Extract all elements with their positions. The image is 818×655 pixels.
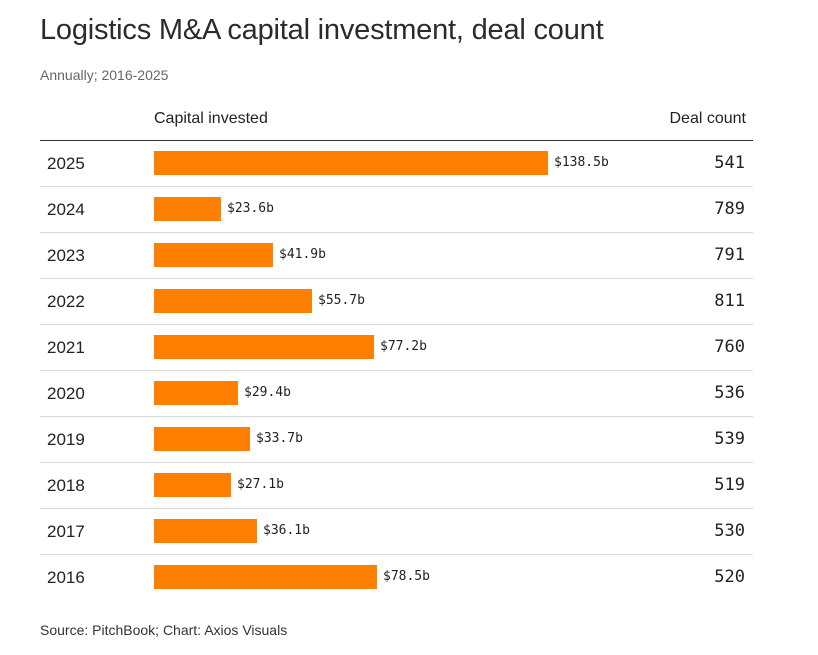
capital-bar xyxy=(154,473,231,497)
table-row: 2016 $78.5b 520 xyxy=(40,555,753,601)
table-row: 2017 $36.1b 530 xyxy=(40,509,753,555)
table-row: 2021 $77.2b 760 xyxy=(40,325,753,371)
column-header-capital: Capital invested xyxy=(154,110,268,127)
table-row: 2024 $23.6b 789 xyxy=(40,187,753,233)
chart-title: Logistics M&A capital investment, deal c… xyxy=(40,14,604,46)
deal-count-value: 791 xyxy=(714,245,745,265)
chart-rows: 2025 $138.5b 541 2024 $23.6b 789 2023 $41.9b 791… xyxy=(40,141,753,601)
deal-count-value: 539 xyxy=(714,429,745,449)
table-row: 2025 $138.5b 541 xyxy=(40,141,753,187)
capital-bar xyxy=(154,197,221,221)
table-row: 2023 $41.9b 791 xyxy=(40,233,753,279)
deal-count-value: 811 xyxy=(714,291,745,311)
capital-bar xyxy=(154,243,273,267)
chart-subtitle: Annually; 2016-2025 xyxy=(40,67,169,83)
year-label: 2018 xyxy=(47,476,85,495)
capital-value-label: $138.5b xyxy=(554,155,609,170)
table-row: 2020 $29.4b 536 xyxy=(40,371,753,417)
capital-value-label: $23.6b xyxy=(227,201,274,216)
capital-bar xyxy=(154,289,312,313)
capital-bar xyxy=(154,519,257,543)
capital-value-label: $55.7b xyxy=(318,293,365,308)
year-label: 2020 xyxy=(47,384,85,403)
header-divider xyxy=(40,140,753,141)
capital-value-label: $36.1b xyxy=(263,523,310,538)
capital-value-label: $41.9b xyxy=(279,247,326,262)
column-header-deal-count: Deal count xyxy=(669,110,747,127)
deal-count-value: 536 xyxy=(714,383,745,403)
capital-bar xyxy=(154,335,374,359)
year-label: 2023 xyxy=(47,246,85,265)
capital-bar xyxy=(154,381,238,405)
capital-bar xyxy=(154,151,548,175)
deal-count-value: 519 xyxy=(714,475,745,495)
year-label: 2021 xyxy=(47,338,85,357)
year-label: 2025 xyxy=(47,154,85,173)
source-note: Source: PitchBook; Chart: Axios Visuals xyxy=(40,622,288,638)
deal-count-value: 530 xyxy=(714,521,745,541)
table-row: 2022 $55.7b 811 xyxy=(40,279,753,325)
capital-bar xyxy=(154,565,377,589)
capital-value-label: $78.5b xyxy=(383,569,430,584)
year-label: 2019 xyxy=(47,430,85,449)
capital-bar xyxy=(154,427,250,451)
deal-count-value: 789 xyxy=(714,199,745,219)
deal-count-value: 520 xyxy=(714,567,745,587)
year-label: 2016 xyxy=(47,568,85,587)
year-label: 2017 xyxy=(47,522,85,541)
table-row: 2018 $27.1b 519 xyxy=(40,463,753,509)
capital-value-label: $29.4b xyxy=(244,385,291,400)
deal-count-value: 760 xyxy=(714,337,745,357)
capital-value-label: $27.1b xyxy=(237,477,284,492)
year-label: 2024 xyxy=(47,200,85,219)
deal-count-value: 541 xyxy=(714,153,745,173)
capital-value-label: $33.7b xyxy=(256,431,303,446)
year-label: 2022 xyxy=(47,292,85,311)
table-row: 2019 $33.7b 539 xyxy=(40,417,753,463)
capital-value-label: $77.2b xyxy=(380,339,427,354)
